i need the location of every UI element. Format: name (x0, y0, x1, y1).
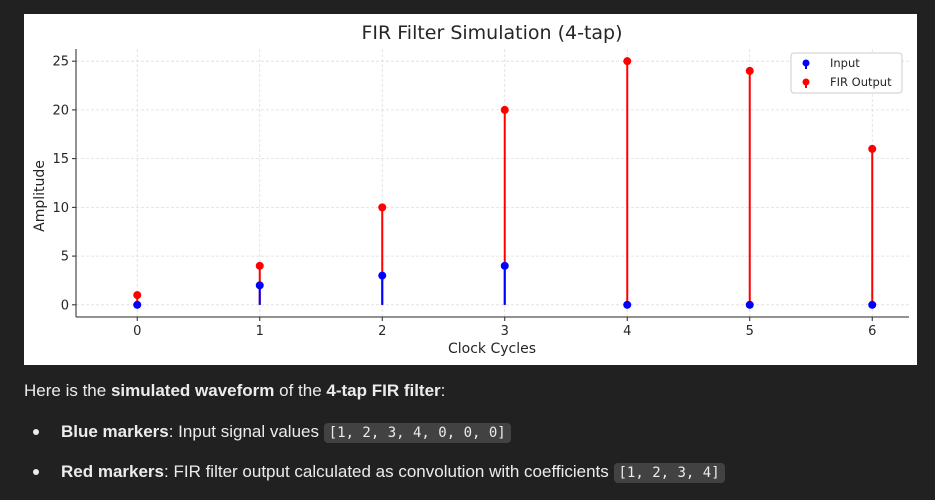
x-tick-label: 5 (746, 324, 754, 339)
y-tick-label: 25 (52, 55, 69, 70)
stem-chart: 0 1 2 3 4 5 6 0 5 10 15 20 25 FIR Filter Simulation … (32, 22, 909, 357)
intro-text-2: of the (274, 381, 327, 400)
legend-label-input: Input (830, 56, 860, 70)
input-marker (378, 271, 387, 280)
intro-text-1: Here is the (24, 381, 111, 400)
chart-container: 0 1 2 3 4 5 6 0 5 10 15 20 25 FIR Filter Simulation … (24, 14, 917, 365)
bullet-dot-icon (33, 469, 39, 475)
legend: Input FIR Output (790, 52, 903, 94)
intro-bold-2: 4-tap FIR filter (326, 381, 441, 400)
fir-output-marker (378, 203, 387, 212)
x-tick-label: 4 (623, 324, 631, 339)
bullet-list: Blue markers: Input signal values [1, 2,… (24, 420, 725, 500)
chart-title: FIR Filter Simulation (4-tap) (361, 22, 622, 44)
input-marker (745, 300, 754, 309)
fir-output-marker (623, 57, 632, 66)
input-marker (868, 300, 877, 309)
tick-labels: 0 1 2 3 4 5 6 0 5 10 15 20 25 (52, 55, 876, 339)
fir-output-marker (500, 105, 509, 114)
y-tick-label: 15 (52, 152, 69, 167)
legend-marker-input (802, 59, 810, 67)
fir-output-marker (133, 291, 142, 300)
grid-lines (76, 49, 909, 317)
intro-text-3: : (440, 381, 446, 400)
legend-box (790, 52, 903, 94)
x-tick-label: 3 (501, 324, 509, 339)
input-marker (623, 300, 632, 309)
list-item: Red markers: FIR filter output calculate… (24, 460, 725, 484)
x-axis-label: Clock Cycles (448, 341, 536, 357)
axes (75, 49, 909, 318)
input-marker (500, 261, 509, 270)
fir-output-marker (868, 144, 877, 153)
list-item: Blue markers: Input signal values [1, 2,… (24, 420, 725, 444)
bullet-2-code: [1, 2, 3, 4] (613, 463, 725, 483)
bullet-dot-icon (33, 429, 39, 435)
input-marker (255, 281, 264, 290)
intro-paragraph: Here is the simulated waveform of the 4-… (24, 379, 445, 403)
y-tick-label: 5 (61, 250, 69, 265)
y-axis-label: Amplitude (32, 160, 48, 232)
bullet-1-code: [1, 2, 3, 4, 0, 0, 0] (323, 423, 511, 443)
intro-bold-1: simulated waveform (110, 381, 275, 400)
bullet-2-bold: Red markers (61, 462, 165, 481)
y-tick-label: 20 (52, 103, 69, 118)
fir-output-marker (255, 261, 264, 270)
stem-markers (133, 57, 877, 309)
x-tick-label: 6 (868, 324, 876, 339)
x-tick-label: 1 (256, 324, 264, 339)
legend-label-fir-output: FIR Output (830, 75, 892, 89)
input-marker (133, 300, 142, 309)
legend-marker-fir-output (802, 78, 810, 86)
y-tick-label: 0 (61, 298, 69, 313)
stem-lines (136, 61, 874, 305)
y-tick-label: 10 (52, 201, 69, 216)
bullet-1-text: : Input signal values (168, 422, 324, 441)
bullet-2-text: : FIR filter output calculated as convol… (164, 462, 614, 481)
x-tick-label: 2 (378, 324, 386, 339)
x-tick-label: 0 (133, 324, 141, 339)
bullet-1-bold: Blue markers (61, 422, 169, 441)
fir-output-marker (745, 66, 754, 75)
